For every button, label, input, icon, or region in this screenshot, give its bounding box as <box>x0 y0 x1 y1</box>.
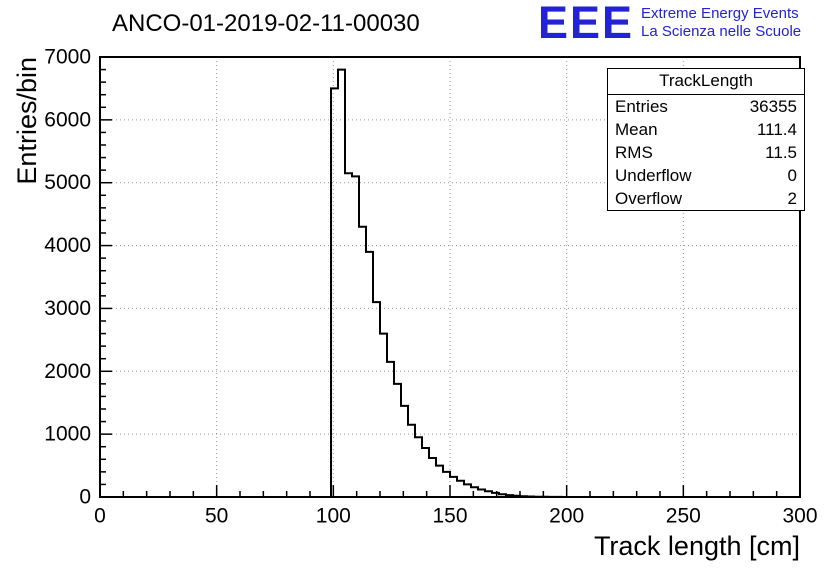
svg-text:7000: 7000 <box>44 46 91 69</box>
eee-logo-text: EEE <box>538 0 635 48</box>
stats-row-value: 0 <box>787 166 797 185</box>
svg-text:50: 50 <box>205 504 228 527</box>
stats-row-label: Mean <box>615 120 658 139</box>
svg-text:0: 0 <box>79 486 91 509</box>
stats-row-label: Underflow <box>615 166 692 185</box>
svg-text:5000: 5000 <box>44 171 91 194</box>
svg-text:0: 0 <box>94 504 106 527</box>
svg-text:200: 200 <box>549 504 584 527</box>
svg-text:2000: 2000 <box>44 360 91 383</box>
svg-text:Track length [cm]: Track length [cm] <box>594 531 800 561</box>
svg-text:4000: 4000 <box>44 234 91 257</box>
chart-title: ANCO-01-2019-02-11-00030 <box>112 10 420 37</box>
stats-row-label: RMS <box>615 143 653 162</box>
svg-text:1000: 1000 <box>44 423 91 446</box>
eee-logo-taglines: Extreme Energy Events La Scienza nelle S… <box>641 5 801 41</box>
logo-tagline-2: La Scienza nelle Scuole <box>641 23 802 40</box>
stats-header: TrackLength <box>608 69 804 95</box>
logo-tagline-1: Extreme Energy Events <box>641 5 799 22</box>
svg-text:Entries/bin: Entries/bin <box>12 57 42 185</box>
svg-text:100: 100 <box>316 504 351 527</box>
svg-text:300: 300 <box>782 504 817 527</box>
stats-row: RMS 11.5 <box>608 141 804 164</box>
svg-text:150: 150 <box>432 504 467 527</box>
stats-row-value: 2 <box>787 189 797 208</box>
stats-row-label: Overflow <box>615 189 683 208</box>
svg-text:6000: 6000 <box>44 108 91 131</box>
stats-row-value: 111.4 <box>756 120 797 139</box>
stats-box: TrackLength Entries 36355 Mean 111.4 RMS… <box>607 68 805 211</box>
stats-row: Underflow 0 <box>608 164 804 187</box>
stats-row-value: 36355 <box>749 97 797 116</box>
svg-text:3000: 3000 <box>44 297 91 320</box>
stats-row-value: 11.5 <box>765 143 797 162</box>
stats-row-label: Entries <box>615 97 668 116</box>
stats-row: Overflow 2 <box>608 187 804 210</box>
svg-text:250: 250 <box>666 504 701 527</box>
eee-logo: EEE Extreme Energy Events La Scienza nel… <box>538 0 801 45</box>
stats-row: Entries 36355 <box>608 95 804 118</box>
stats-row: Mean 111.4 <box>608 118 804 141</box>
